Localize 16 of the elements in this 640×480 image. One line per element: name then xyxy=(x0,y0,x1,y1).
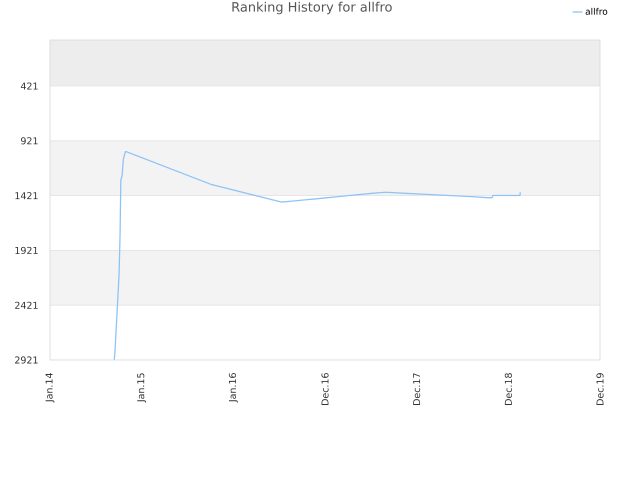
x-tick-label: Jan.16 xyxy=(228,373,238,403)
y-tick-label: 1921 xyxy=(15,246,38,254)
x-tick-label: Jan.14 xyxy=(46,373,54,403)
x-tick-label: Dec.17 xyxy=(413,373,420,405)
x-tick-label: Dec.18 xyxy=(504,373,512,405)
y-tick-label: 421 xyxy=(20,82,38,90)
y-tick-label: 921 xyxy=(21,137,38,144)
chart-title: Ranking History for allfro xyxy=(232,2,392,14)
x-tick-label: Dec.16 xyxy=(321,373,329,405)
x-tick-label: Dec.19 xyxy=(596,373,604,405)
y-tick-label: 2421 xyxy=(15,302,38,309)
y-tick-label: 1421 xyxy=(15,192,38,200)
line-series xyxy=(114,151,522,360)
legend-label: allfro xyxy=(586,8,608,15)
y-tick-label: 2921 xyxy=(15,356,38,364)
x-tick-label: Jan.15 xyxy=(137,373,146,403)
